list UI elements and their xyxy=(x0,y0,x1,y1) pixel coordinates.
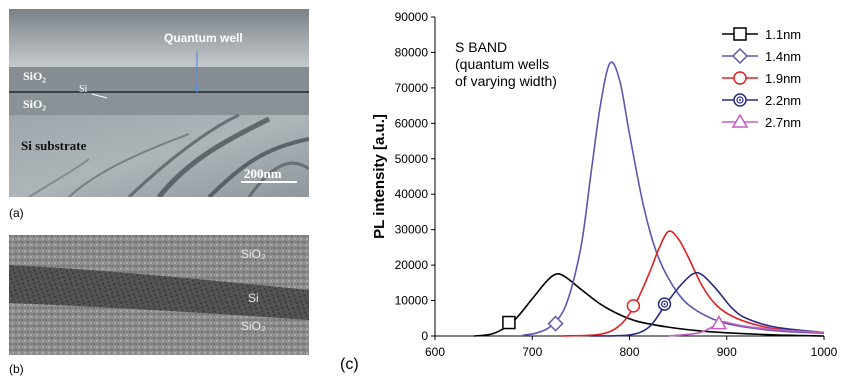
x-tick-label: 600 xyxy=(425,345,445,359)
marker-triangle xyxy=(710,315,728,330)
series-2-7nm xyxy=(668,315,825,337)
y-tick-label: 20000 xyxy=(395,258,429,272)
x-tick-label: 800 xyxy=(619,345,639,359)
marker-diamond xyxy=(547,315,564,332)
series-line xyxy=(473,273,825,337)
legend: 1.1nm 1.4nm 1.9nm 2.2nm 2.7nm xyxy=(722,27,801,130)
pl-spectra-chart: 0 10000 20000 30000 40000 50000 60000 70000 8000… xyxy=(371,10,838,359)
legend-label: 1.9nm xyxy=(765,71,801,86)
inset-text-line: of varying width) xyxy=(455,73,557,89)
y-axis-label: PL intensity [a.u.] xyxy=(371,114,388,239)
series-marker xyxy=(547,315,564,332)
hrtem-sio2-bottom-label: SiO₂ xyxy=(241,319,266,333)
sio2-bottom-label: SiO₂ xyxy=(23,97,46,111)
tem-image-b-graphic xyxy=(9,235,309,355)
y-tick-label: 70000 xyxy=(395,81,429,95)
legend-marker xyxy=(733,27,747,41)
series-marker xyxy=(657,297,672,311)
y-tick-label: 90000 xyxy=(395,10,429,24)
legend-item: 2.2nm xyxy=(722,93,801,108)
marker-dot xyxy=(739,99,741,101)
tem-image-high-resolution: SiO₂ Si SiO₂ xyxy=(9,235,309,355)
series-2-2nm xyxy=(590,271,825,337)
marker-dot xyxy=(663,303,666,306)
series-marker xyxy=(626,299,641,313)
si-layer-label: Si xyxy=(79,84,88,95)
series-1-9nm xyxy=(561,230,825,337)
series-line xyxy=(561,230,825,337)
marker-square xyxy=(733,27,747,41)
series-marker xyxy=(502,315,516,330)
quantum-well-label: Quantum well xyxy=(164,31,243,45)
marker-square xyxy=(502,315,516,330)
marker-circle xyxy=(626,299,641,313)
marker-diamond xyxy=(731,47,749,65)
legend-item: 1.1nm xyxy=(722,27,801,42)
y-tick-label: 60000 xyxy=(395,116,429,130)
legend-marker xyxy=(731,47,749,65)
legend-label: 1.1nm xyxy=(765,27,801,42)
series-marker xyxy=(710,315,728,330)
legend-item: 2.7nm xyxy=(722,113,801,130)
tem-image-a-graphic xyxy=(9,9,309,197)
sio2-top-label: SiO₂ xyxy=(23,69,46,83)
scale-bar-label: 200nm xyxy=(244,166,282,181)
tem-image-cross-section: Quantum well SiO₂ Si SiO₂ Si substrate 2… xyxy=(9,9,309,197)
legend-item: 1.9nm xyxy=(722,71,801,86)
marker-triangle xyxy=(731,113,749,128)
x-tick-label: 700 xyxy=(522,345,542,359)
legend-label: 2.7nm xyxy=(765,115,801,130)
y-tick-label: 80000 xyxy=(395,45,429,59)
series-line xyxy=(590,271,825,337)
hrtem-sio2-top-label: SiO₂ xyxy=(241,247,266,261)
marker-circle-inner xyxy=(736,96,744,104)
hrtem-si-label: Si xyxy=(248,291,259,305)
panel-c-label: (c) xyxy=(340,356,359,373)
series-line xyxy=(668,320,825,337)
x-tick-label: 1000 xyxy=(811,345,838,359)
marker-circle xyxy=(733,71,747,85)
marker-circle-inner xyxy=(660,300,669,308)
legend-marker xyxy=(733,93,747,107)
inset-text-line: S BAND xyxy=(455,39,507,55)
inset-text-line: (quantum wells xyxy=(455,56,549,72)
panel-b-label: (b) xyxy=(9,362,24,376)
series-1-4nm xyxy=(522,61,825,337)
panel-a-label: (a) xyxy=(9,206,24,220)
legend-label: 1.4nm xyxy=(765,49,801,64)
legend-marker xyxy=(733,71,747,85)
y-tick-label: 30000 xyxy=(395,223,429,237)
si-substrate-label: Si substrate xyxy=(21,138,87,153)
y-tick-label: 50000 xyxy=(395,152,429,166)
y-tick-label: 40000 xyxy=(395,187,429,201)
y-tick-label: 0 xyxy=(421,329,428,343)
series-1-1nm xyxy=(473,273,825,337)
legend-marker xyxy=(731,113,749,128)
x-tick-label: 900 xyxy=(717,345,737,359)
series-line xyxy=(522,61,825,337)
legend-item: 1.4nm xyxy=(722,47,801,65)
legend-label: 2.2nm xyxy=(765,93,801,108)
y-tick-label: 10000 xyxy=(395,294,429,308)
